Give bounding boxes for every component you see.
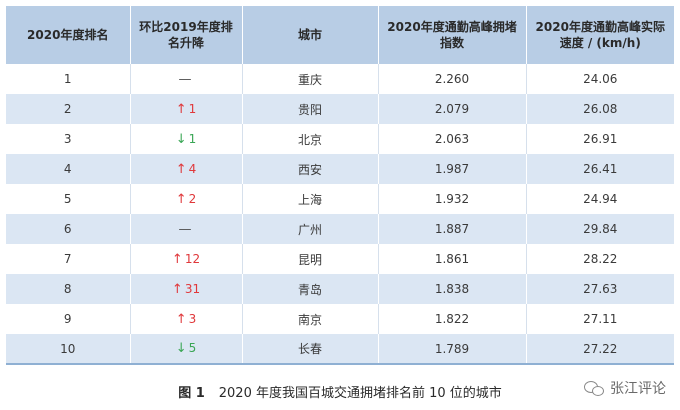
- city-cell: 昆明: [241, 244, 378, 274]
- header-index: 2020年度通勤高峰拥堵指数: [377, 6, 526, 64]
- index-cell: 2.079: [377, 94, 526, 124]
- city-cell: 上海: [241, 184, 378, 214]
- change-cell: ↑ 12: [129, 244, 242, 274]
- index-cell: 1.887: [377, 214, 526, 244]
- header-rank: 2020年度排名: [27, 28, 109, 42]
- change-value: 12: [184, 251, 201, 266]
- table-row: 1 — 重庆 2.260 24.06: [6, 64, 674, 94]
- speed-cell: 28.22: [525, 244, 674, 274]
- table-row: 7 ↑ 12 昆明 1.861 28.22: [6, 244, 674, 274]
- arrow-up-icon: ↑: [175, 161, 187, 177]
- table-row: 9 ↑ 3 南京 1.822 27.11: [6, 304, 674, 334]
- change-cell: ↑ 4: [129, 154, 242, 184]
- city-cell: 重庆: [241, 64, 378, 94]
- speed-cell: 26.91: [525, 124, 674, 154]
- rank-cell: 3: [63, 132, 72, 146]
- arrow-up-icon: ↑: [171, 281, 183, 297]
- city-cell: 长春: [241, 334, 378, 364]
- speed-cell: 26.08: [525, 94, 674, 124]
- city-cell: 广州: [241, 214, 378, 244]
- rank-cell: 9: [63, 312, 72, 326]
- rank-cell: 10: [60, 341, 76, 356]
- watermark-text: 张江评论: [610, 381, 666, 397]
- table-row: 8 ↑ 31 青岛 1.838 27.63: [6, 274, 674, 304]
- speed-cell: 24.06: [525, 64, 674, 94]
- table-row: 6 — 广州 1.887 29.84: [6, 214, 674, 244]
- change-value: 2: [188, 191, 197, 206]
- change-cell: —: [129, 214, 242, 244]
- speed-cell: 27.63: [525, 274, 674, 304]
- arrow-up-icon: ↑: [175, 191, 187, 207]
- rank-cell: 6: [63, 222, 72, 236]
- figure-caption-text: 2020 年度我国百城交通拥堵排名前 10 位的城市: [218, 386, 502, 401]
- index-cell: 1.838: [377, 274, 526, 304]
- figure-caption: 图 1 2020 年度我国百城交通拥堵排名前 10 位的城市: [0, 382, 680, 401]
- change-cell: ↑ 3: [129, 304, 242, 334]
- index-cell: 2.260: [377, 64, 526, 94]
- change-cell: ↓ 5: [129, 334, 242, 364]
- change-value: 3: [188, 311, 197, 326]
- table-header-row: 2020年度排名 环比2019年度排名升降 城市 2020年度通勤高峰拥堵指数 …: [6, 6, 674, 64]
- city-cell: 贵阳: [241, 94, 378, 124]
- header-city: 城市: [241, 6, 378, 64]
- table-row: 5 ↑ 2 上海 1.932 24.94: [6, 184, 674, 214]
- rank-cell: 1: [63, 72, 72, 86]
- city-cell: 南京: [241, 304, 378, 334]
- rank-cell: 7: [63, 252, 72, 266]
- table-row: 10 ↓ 5 长春 1.789 27.22: [6, 334, 674, 364]
- header-speed: 2020年度通勤高峰实际速度 / (km/h): [525, 6, 674, 64]
- arrow-up-icon: ↑: [175, 311, 187, 327]
- speed-cell: 29.84: [525, 214, 674, 244]
- index-cell: 1.987: [377, 154, 526, 184]
- index-cell: 1.822: [377, 304, 526, 334]
- rank-cell: 8: [63, 282, 72, 296]
- change-value: 31: [184, 281, 201, 296]
- rank-cell: 5: [63, 192, 72, 206]
- change-cell: ↓ 1: [129, 124, 242, 154]
- arrow-up-icon: ↑: [171, 251, 183, 267]
- speed-cell: 27.22: [525, 334, 674, 364]
- speed-cell: 26.41: [525, 154, 674, 184]
- table-row: 2 ↑ 1 贵阳 2.079 26.08: [6, 94, 674, 124]
- arrow-down-icon: ↓: [175, 131, 187, 147]
- change-value: 1: [188, 131, 197, 146]
- change-cell: —: [129, 64, 242, 94]
- dash-icon: —: [178, 221, 192, 237]
- index-cell: 1.789: [377, 334, 526, 364]
- city-cell: 青岛: [241, 274, 378, 304]
- ranking-table-container: 2020年度排名 环比2019年度排名升降 城市 2020年度通勤高峰拥堵指数 …: [6, 6, 674, 365]
- change-value: 1: [188, 101, 197, 116]
- rank-cell: 2: [63, 102, 72, 116]
- index-cell: 1.861: [377, 244, 526, 274]
- speed-cell: 24.94: [525, 184, 674, 214]
- dash-icon: —: [178, 71, 192, 87]
- change-value: 4: [188, 161, 197, 176]
- index-cell: 2.063: [377, 124, 526, 154]
- arrow-down-icon: ↓: [175, 341, 187, 356]
- arrow-up-icon: ↑: [175, 101, 187, 117]
- city-cell: 西安: [241, 154, 378, 184]
- congestion-ranking-table: 2020年度排名 环比2019年度排名升降 城市 2020年度通勤高峰拥堵指数 …: [6, 6, 674, 365]
- table-row: 4 ↑ 4 西安 1.987 26.41: [6, 154, 674, 184]
- change-cell: ↑ 31: [129, 274, 242, 304]
- city-cell: 北京: [241, 124, 378, 154]
- speed-cell: 27.11: [525, 304, 674, 334]
- change-cell: ↑ 1: [129, 94, 242, 124]
- change-value: 5: [188, 341, 197, 355]
- index-cell: 1.932: [377, 184, 526, 214]
- header-change: 环比2019年度排名升降: [129, 6, 242, 64]
- table-body: 1— 重庆 2.260 24.06 2 ↑ 1 贵阳 2.079 26.08 3 ↓ 1 北京 2.063 2…: [6, 64, 674, 364]
- table-row: 3 ↓ 1 北京 2.063 26.91: [6, 124, 674, 154]
- rank-cell: 4: [63, 162, 72, 176]
- watermark: 张江评论: [584, 378, 666, 398]
- change-cell: ↑ 2: [129, 184, 242, 214]
- figure-number: 图 1: [178, 386, 205, 401]
- wechat-icon: [584, 379, 606, 397]
